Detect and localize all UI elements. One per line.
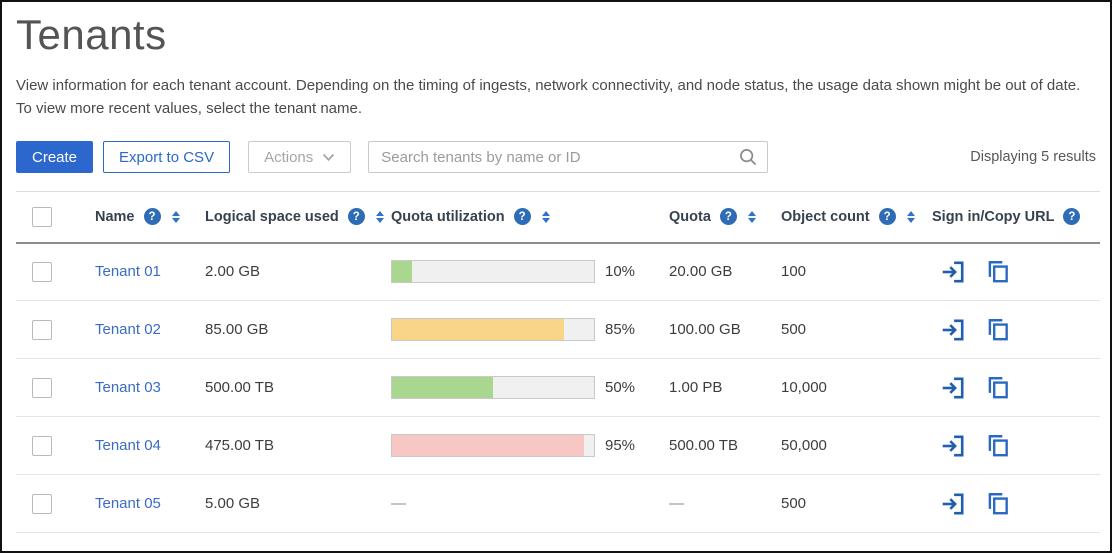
copy-url-icon[interactable] <box>985 259 1011 285</box>
table-row: Tenant 02 85.00 GB 85% 100.00 GB 500 <box>16 301 1100 359</box>
description-line-1: View information for each tenant account… <box>16 77 1081 95</box>
quota-value: 20.00 GB <box>669 263 733 281</box>
copy-url-icon[interactable] <box>985 375 1011 401</box>
chevron-down-icon <box>322 153 335 162</box>
search-input[interactable] <box>368 141 769 174</box>
actions-label: Actions <box>264 148 314 166</box>
quota-utilization-percent: 85% <box>605 321 636 339</box>
tenant-link[interactable]: Tenant 03 <box>95 379 161 397</box>
column-header-quota: Quota <box>669 208 711 225</box>
copy-url-icon[interactable] <box>985 317 1011 343</box>
sort-icon[interactable] <box>905 209 917 226</box>
actions-button[interactable]: Actions <box>248 141 352 174</box>
sign-in-icon[interactable] <box>940 375 966 401</box>
results-count: Displaying 5 results <box>970 149 1096 166</box>
quota-utilization-bar <box>391 260 595 284</box>
table-row: Tenant 01 2.00 GB 10% 20.00 GB 100 <box>16 243 1100 301</box>
object-count-value: 100 <box>781 263 807 281</box>
quota-utilization-fill <box>392 261 413 283</box>
sign-in-icon[interactable] <box>940 433 966 459</box>
search-icon[interactable] <box>738 147 758 172</box>
create-button[interactable]: Create <box>16 141 94 174</box>
row-checkbox[interactable] <box>32 377 52 398</box>
select-all-checkbox[interactable] <box>32 206 52 227</box>
description-line-2: To view more recent values, select the t… <box>16 100 363 118</box>
quota-utilization-percent: 95% <box>605 437 636 455</box>
row-checkbox[interactable] <box>32 493 52 514</box>
logical-space-value: 2.00 GB <box>205 263 261 281</box>
row-checkbox[interactable] <box>32 435 52 456</box>
table-row: Tenant 03 500.00 TB 50% 1.00 PB 10,000 <box>16 359 1100 417</box>
table-row: Tenant 04 475.00 TB 95% 500.00 TB 50,000 <box>16 417 1100 475</box>
search-box <box>368 141 769 174</box>
logical-space-value: 85.00 GB <box>205 321 269 339</box>
tenant-link[interactable]: Tenant 04 <box>95 437 161 455</box>
help-icon[interactable]: ? <box>513 208 531 226</box>
column-header-sign-in-copy-url: Sign in/Copy URL <box>932 208 1055 225</box>
help-icon[interactable]: ? <box>878 208 896 226</box>
help-icon[interactable]: ? <box>1063 208 1081 226</box>
help-icon[interactable]: ? <box>719 208 737 226</box>
help-icon[interactable]: ? <box>143 208 161 226</box>
logical-space-value: 475.00 TB <box>205 437 274 455</box>
sign-in-icon[interactable] <box>940 317 966 343</box>
copy-url-icon[interactable] <box>985 433 1011 459</box>
object-count-value: 50,000 <box>781 437 827 455</box>
tenant-link[interactable]: Tenant 01 <box>95 263 161 281</box>
page-title: Tenants <box>16 11 167 58</box>
column-header-object-count: Object count <box>781 208 870 225</box>
help-icon[interactable]: ? <box>347 208 365 226</box>
export-csv-button[interactable]: Export to CSV <box>103 141 231 174</box>
table-row: Tenant 05 5.00 GB — — 500 <box>16 475 1100 533</box>
table-header-row: Name ? Logical space used ? Quota utiliz… <box>16 191 1100 243</box>
quota-utilization-percent: 50% <box>605 379 636 397</box>
quota-utilization-empty: — <box>391 495 406 513</box>
page-description: View information for each tenant account… <box>16 74 1096 120</box>
sort-icon[interactable] <box>540 209 552 226</box>
logical-space-value: 5.00 GB <box>205 495 261 513</box>
quota-empty: — <box>669 495 684 513</box>
quota-value: 100.00 GB <box>669 321 741 339</box>
tenants-table: Name ? Logical space used ? Quota utiliz… <box>16 191 1100 533</box>
quota-value: 1.00 PB <box>669 379 723 397</box>
sort-icon[interactable] <box>170 209 182 226</box>
column-header-quota-utilization: Quota utilization <box>391 208 505 225</box>
quota-utilization-bar <box>391 318 595 342</box>
quota-utilization-bar <box>391 376 595 400</box>
column-header-name: Name <box>95 208 135 225</box>
tenant-link[interactable]: Tenant 05 <box>95 495 161 513</box>
quota-utilization-fill <box>392 435 584 457</box>
sign-in-icon[interactable] <box>940 491 966 517</box>
quota-value: 500.00 TB <box>669 437 738 455</box>
sign-in-icon[interactable] <box>940 259 966 285</box>
quota-utilization-percent: 10% <box>605 263 636 281</box>
tenant-link[interactable]: Tenant 02 <box>95 321 161 339</box>
object-count-value: 500 <box>781 495 807 513</box>
quota-utilization-fill <box>392 319 564 341</box>
object-count-value: 10,000 <box>781 379 827 397</box>
sort-icon[interactable] <box>374 209 386 226</box>
quota-utilization-fill <box>392 377 493 399</box>
object-count-value: 500 <box>781 321 807 339</box>
row-checkbox[interactable] <box>32 319 52 340</box>
sort-icon[interactable] <box>746 209 758 226</box>
row-checkbox[interactable] <box>32 261 52 282</box>
column-header-logical-space: Logical space used <box>205 208 339 225</box>
quota-utilization-bar <box>391 434 595 458</box>
copy-url-icon[interactable] <box>985 491 1011 517</box>
toolbar: Create Export to CSV Actions Displaying … <box>16 141 1096 174</box>
logical-space-value: 500.00 TB <box>205 379 274 397</box>
